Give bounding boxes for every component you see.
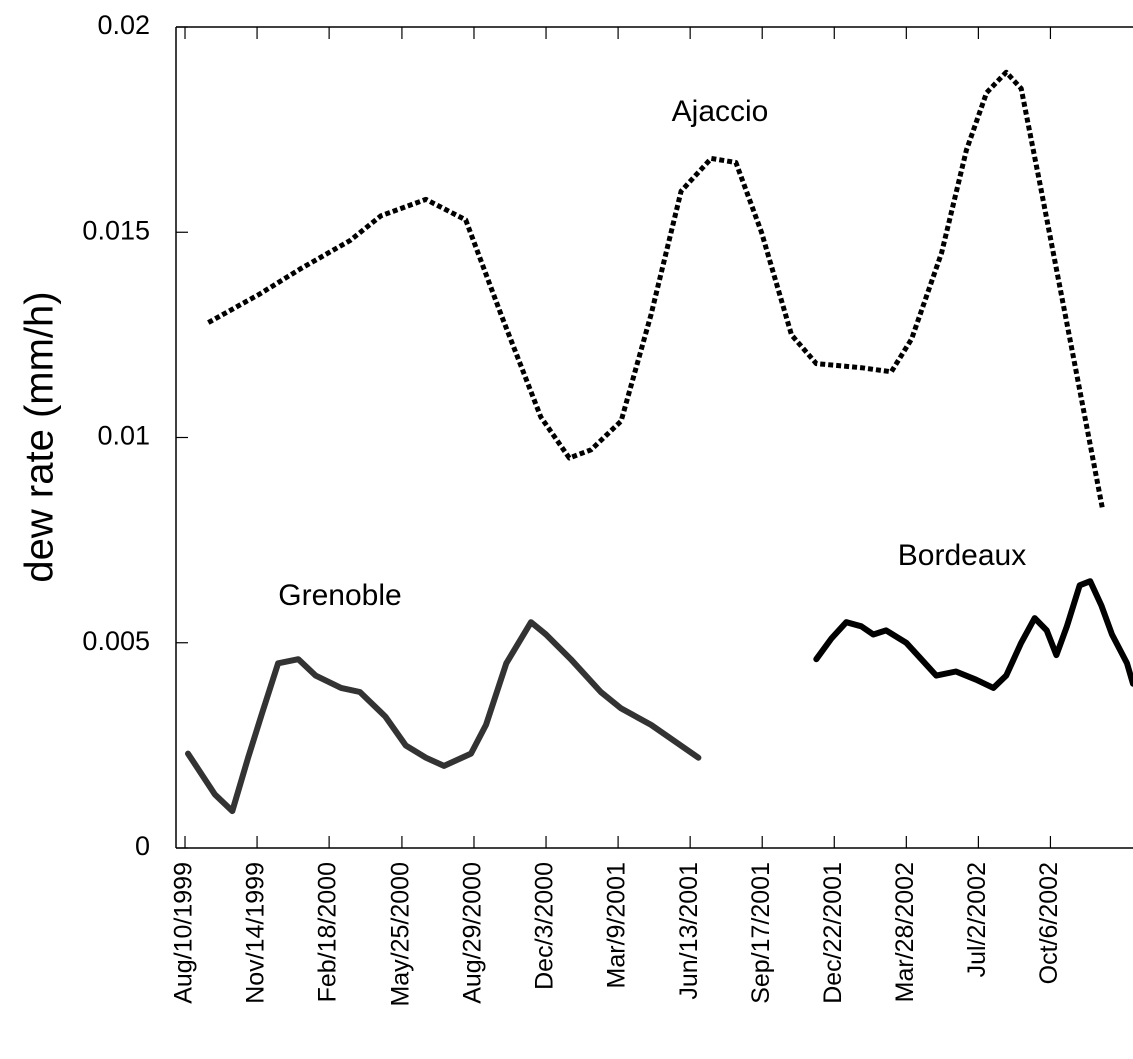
x-tick-label: Sep/17/2001	[747, 862, 775, 1004]
y-axis-label: dew rate (mm/h)	[18, 291, 62, 582]
series-line	[813, 578, 1133, 691]
series-label: Bordeaux	[898, 539, 1026, 572]
x-tick-label: Mar/9/2001	[603, 862, 631, 988]
x-tick-label: Aug/10/1999	[170, 862, 198, 1004]
x-tick-label: Mar/28/2002	[891, 862, 919, 1002]
y-tick-label: 0.02	[97, 10, 150, 40]
y-tick-label: 0.005	[82, 626, 150, 656]
x-tick-label: Dec/22/2001	[819, 862, 847, 1004]
y-tick-label: 0.01	[97, 421, 150, 451]
x-tick-label: Aug/29/2000	[459, 862, 487, 1004]
series-line	[185, 619, 702, 815]
y-tick-label: 0	[135, 831, 150, 861]
x-tick-label: Nov/14/1999	[242, 862, 270, 1004]
series-label: Grenoble	[278, 579, 401, 612]
x-tick-label: Oct/6/2002	[1035, 862, 1063, 984]
x-tick-label: Feb/18/2000	[314, 862, 342, 1002]
x-tick-label: Dec/3/2000	[531, 862, 559, 990]
x-tick-label: Jul/2/2002	[963, 862, 991, 977]
y-tick-label: 0.015	[82, 215, 150, 245]
series-label: Ajaccio	[672, 95, 769, 128]
x-tick-label: May/25/2000	[387, 862, 415, 1007]
x-tick-label: Jun/13/2001	[675, 862, 703, 1000]
series-line	[207, 69, 1105, 508]
